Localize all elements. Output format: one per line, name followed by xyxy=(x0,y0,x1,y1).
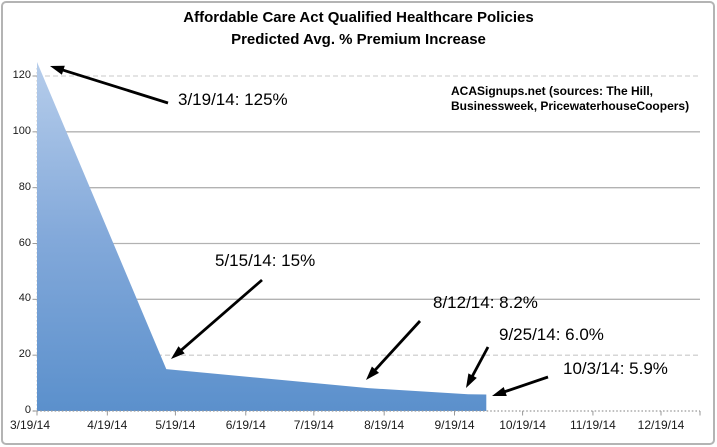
x-axis-label: 10/19/14 xyxy=(499,418,546,432)
x-axis-label: 5/19/14 xyxy=(155,418,196,432)
x-axis-label: 8/19/14 xyxy=(364,418,405,432)
chart-title: Affordable Care Act Qualified Healthcare… xyxy=(0,7,717,51)
data-point-annotation: 5/15/14: 15% xyxy=(215,251,316,270)
data-point-annotation: 3/19/14: 125% xyxy=(178,90,288,109)
source-note-line1: ACASignups.net (sources: The Hill, xyxy=(451,84,654,98)
y-axis-label: 0 xyxy=(24,404,31,416)
y-axis-label: 40 xyxy=(18,292,31,305)
y-axis-label: 60 xyxy=(18,236,31,249)
x-axis-label: 7/19/14 xyxy=(293,418,334,432)
x-axis-label: 9/19/14 xyxy=(434,418,475,432)
y-axis-label: 80 xyxy=(18,180,31,193)
x-axis-label: 6/19/14 xyxy=(225,418,266,432)
source-note-line2: Businessweek, PricewaterhouseCoopers) xyxy=(451,99,690,113)
x-axis-label: 11/19/14 xyxy=(570,418,616,432)
x-axis-label: 12/19/14 xyxy=(637,418,685,432)
source-note: ACASignups.net (sources: The Hill, Busin… xyxy=(451,84,689,114)
data-point-annotation: 9/25/14: 6.0% xyxy=(499,325,604,344)
x-axis-label: 4/19/14 xyxy=(87,418,128,432)
y-axis-label: 20 xyxy=(18,348,31,361)
y-axis-label: 100 xyxy=(12,124,31,137)
chart-title-line2: Predicted Avg. % Premium Increase xyxy=(231,31,486,48)
chart-title-line1: Affordable Care Act Qualified Healthcare… xyxy=(183,9,534,26)
y-axis-label: 120 xyxy=(12,69,31,81)
data-point-annotation: 8/12/14: 8.2% xyxy=(433,293,538,312)
x-axis-label: 3/19/14 xyxy=(9,418,51,432)
data-point-annotation: 10/3/14: 5.9% xyxy=(563,359,668,378)
